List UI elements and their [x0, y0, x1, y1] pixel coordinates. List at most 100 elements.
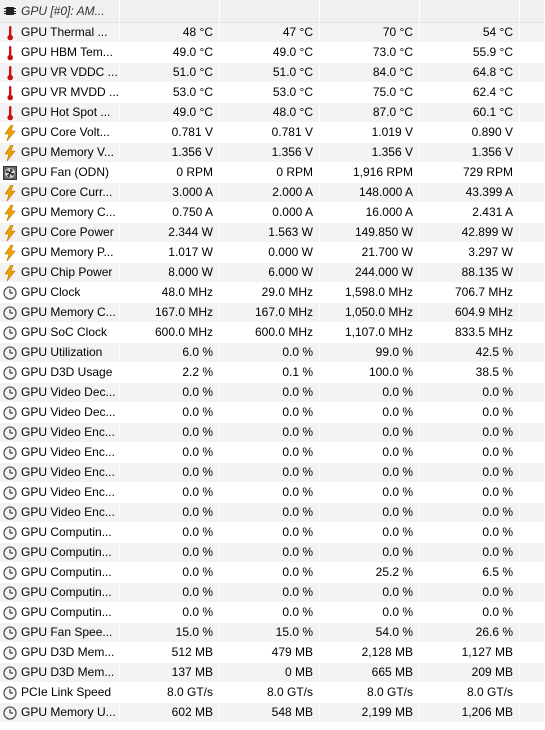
sensor-name-cell[interactable]: GPU Video Dec...: [0, 383, 120, 402]
sensor-row[interactable]: GPU VR MVDD ... 53.0 °C 53.0 °C 75.0 °C 62.4…: [0, 83, 545, 103]
min-value: 47 °C: [220, 23, 320, 42]
min-value: 0.0 %: [220, 583, 320, 602]
sensor-row[interactable]: GPU Video Dec... 0.0 % 0.0 % 0.0 % 0.0 %: [0, 383, 545, 403]
sensor-name-cell[interactable]: GPU Video Dec...: [0, 403, 120, 422]
min-value: 0.0 %: [220, 523, 320, 542]
sensor-row[interactable]: GPU Core Volt... 0.781 V 0.781 V 1.019 V 0.8…: [0, 123, 545, 143]
sensor-name-cell[interactable]: GPU Clock: [0, 283, 120, 302]
current-value: 512 MB: [120, 643, 220, 662]
sensor-row[interactable]: GPU HBM Tem... 49.0 °C 49.0 °C 73.0 °C 55.9 …: [0, 43, 545, 63]
sensor-row[interactable]: GPU Utilization 6.0 % 0.0 % 99.0 % 42.5 %: [0, 343, 545, 363]
max-value: 244.000 W: [320, 263, 420, 282]
sensor-name-cell[interactable]: GPU Memory C...: [0, 303, 120, 322]
sensor-name-cell[interactable]: GPU Core Curr...: [0, 183, 120, 202]
sensor-row[interactable]: GPU Video Enc... 0.0 % 0.0 % 0.0 % 0.0 %: [0, 423, 545, 443]
sensor-row[interactable]: GPU Video Enc... 0.0 % 0.0 % 0.0 % 0.0 %: [0, 483, 545, 503]
sensor-name-cell[interactable]: GPU Fan Spee...: [0, 623, 120, 642]
max-value: 0.0 %: [320, 443, 420, 462]
sensor-name-cell[interactable]: GPU D3D Mem...: [0, 643, 120, 662]
sensor-row[interactable]: GPU Video Enc... 0.0 % 0.0 % 0.0 % 0.0 %: [0, 503, 545, 523]
current-value: 0.0 %: [120, 403, 220, 422]
sensor-name-cell[interactable]: GPU VR MVDD ...: [0, 83, 120, 102]
max-value: 1,598.0 MHz: [320, 283, 420, 302]
sensor-row[interactable]: GPU Memory U... 602 MB 548 MB 2,199 MB 1,206…: [0, 703, 545, 723]
sensor-name-cell[interactable]: GPU Computin...: [0, 523, 120, 542]
sensor-name-cell[interactable]: GPU Thermal ...: [0, 23, 120, 42]
sensor-name-cell[interactable]: GPU Video Enc...: [0, 443, 120, 462]
sensor-name-cell[interactable]: GPU SoC Clock: [0, 323, 120, 342]
sensor-name-cell[interactable]: GPU Memory P...: [0, 243, 120, 262]
sensor-name-cell[interactable]: GPU HBM Tem...: [0, 43, 120, 62]
sensor-name-cell[interactable]: GPU Video Enc...: [0, 423, 120, 442]
sensor-row[interactable]: GPU Video Enc... 0.0 % 0.0 % 0.0 % 0.0 %: [0, 463, 545, 483]
sensor-name-cell[interactable]: GPU Hot Spot ...: [0, 103, 120, 122]
sensor-row[interactable]: GPU Fan Spee... 15.0 % 15.0 % 54.0 % 26.6 %: [0, 623, 545, 643]
max-value: 1.019 V: [320, 123, 420, 142]
clock-icon: [2, 385, 18, 401]
average-value: 3.297 W: [420, 243, 520, 262]
sensor-row[interactable]: GPU Thermal ... 48 °C 47 °C 70 °C 54 °C: [0, 23, 545, 43]
sensor-label: GPU Clock: [21, 285, 81, 299]
sensor-name-cell[interactable]: GPU Computin...: [0, 603, 120, 622]
sensor-row[interactable]: GPU Hot Spot ... 49.0 °C 48.0 °C 87.0 °C 60.…: [0, 103, 545, 123]
sensor-name-cell[interactable]: GPU Memory V...: [0, 143, 120, 162]
current-value: 0.0 %: [120, 423, 220, 442]
sensor-row[interactable]: GPU Memory C... 167.0 MHz 167.0 MHz 1,050.0…: [0, 303, 545, 323]
sensor-name-cell[interactable]: GPU Video Enc...: [0, 463, 120, 482]
average-value: 64.8 °C: [420, 63, 520, 82]
clock-icon: [2, 365, 18, 381]
sensor-row[interactable]: GPU VR VDDC ... 51.0 °C 51.0 °C 84.0 °C 64.8…: [0, 63, 545, 83]
sensor-row[interactable]: GPU Memory P... 1.017 W 0.000 W 21.700 W 3.2…: [0, 243, 545, 263]
sensor-row[interactable]: GPU Computin... 0.0 % 0.0 % 0.0 % 0.0 %: [0, 603, 545, 623]
sensor-row[interactable]: GPU Computin... 0.0 % 0.0 % 25.2 % 6.5 %: [0, 563, 545, 583]
sensor-name-cell[interactable]: GPU D3D Usage: [0, 363, 120, 382]
sensor-row[interactable]: GPU Computin... 0.0 % 0.0 % 0.0 % 0.0 %: [0, 543, 545, 563]
current-value: 1.356 V: [120, 143, 220, 162]
sensor-row[interactable]: GPU Memory C... 0.750 A 0.000 A 16.000 A 2.4…: [0, 203, 545, 223]
sensor-name-cell[interactable]: GPU Memory C...: [0, 203, 120, 222]
sensor-name-cell[interactable]: GPU Computin...: [0, 583, 120, 602]
sensor-row[interactable]: GPU D3D Usage 2.2 % 0.1 % 100.0 % 38.5 %: [0, 363, 545, 383]
sensor-name-cell[interactable]: GPU Core Volt...: [0, 123, 120, 142]
current-value: 0.0 %: [120, 463, 220, 482]
sensor-row[interactable]: GPU D3D Mem... 137 MB 0 MB 665 MB 209 MB: [0, 663, 545, 683]
sensor-name-cell[interactable]: GPU Utilization: [0, 343, 120, 362]
sensor-row[interactable]: GPU Computin... 0.0 % 0.0 % 0.0 % 0.0 %: [0, 583, 545, 603]
sensor-row[interactable]: GPU Chip Power 8.000 W 6.000 W 244.000 W 88.…: [0, 263, 545, 283]
current-value: 0.0 %: [120, 603, 220, 622]
sensor-name-cell[interactable]: PCIe Link Speed: [0, 683, 120, 702]
sensor-name-cell[interactable]: GPU Fan (ODN): [0, 163, 120, 182]
max-value: 0.0 %: [320, 423, 420, 442]
sensor-row[interactable]: PCIe Link Speed 8.0 GT/s 8.0 GT/s 8.0 GT/s 8…: [0, 683, 545, 703]
sensor-row[interactable]: GPU Computin... 0.0 % 0.0 % 0.0 % 0.0 %: [0, 523, 545, 543]
sensor-name-cell[interactable]: GPU Computin...: [0, 543, 120, 562]
sensor-group-header[interactable]: GPU [#0]: AM...: [0, 0, 545, 23]
min-value: 0.0 %: [220, 483, 320, 502]
lightning-icon: [2, 264, 18, 281]
sensor-name-cell[interactable]: GPU VR VDDC ...: [0, 63, 120, 82]
sensor-row[interactable]: GPU Video Dec... 0.0 % 0.0 % 0.0 % 0.0 %: [0, 403, 545, 423]
max-value: 0.0 %: [320, 403, 420, 422]
average-value: 62.4 °C: [420, 83, 520, 102]
sensor-row[interactable]: GPU SoC Clock 600.0 MHz 600.0 MHz 1,107.0 M…: [0, 323, 545, 343]
sensor-name-cell[interactable]: GPU Video Enc...: [0, 503, 120, 522]
sensor-row[interactable]: GPU Core Power 2.344 W 1.563 W 149.850 W 42.…: [0, 223, 545, 243]
sensor-name-cell[interactable]: GPU Video Enc...: [0, 483, 120, 502]
sensor-name-cell[interactable]: GPU D3D Mem...: [0, 663, 120, 682]
sensor-label: GPU Computin...: [21, 565, 112, 579]
sensor-label: GPU Fan (ODN): [21, 165, 110, 179]
sensor-row[interactable]: GPU Clock 48.0 MHz 29.0 MHz 1,598.0 MHz 706.…: [0, 283, 545, 303]
sensor-name-cell[interactable]: GPU Memory U...: [0, 703, 120, 722]
sensor-row[interactable]: GPU Video Enc... 0.0 % 0.0 % 0.0 % 0.0 %: [0, 443, 545, 463]
clock-icon: [2, 645, 18, 661]
group-title-cell[interactable]: GPU [#0]: AM...: [0, 0, 120, 22]
sensor-row[interactable]: GPU D3D Mem... 512 MB 479 MB 2,128 MB 1,127 …: [0, 643, 545, 663]
sensor-row[interactable]: GPU Fan (ODN) 0 RPM 0 RPM 1,916 RPM 729 RPM: [0, 163, 545, 183]
sensor-row[interactable]: GPU Memory V... 1.356 V 1.356 V 1.356 V 1.35…: [0, 143, 545, 163]
min-value: 0.000 A: [220, 203, 320, 222]
sensor-name-cell[interactable]: GPU Core Power: [0, 223, 120, 242]
thermometer-icon: [2, 25, 18, 41]
sensor-name-cell[interactable]: GPU Computin...: [0, 563, 120, 582]
sensor-name-cell[interactable]: GPU Chip Power: [0, 263, 120, 282]
